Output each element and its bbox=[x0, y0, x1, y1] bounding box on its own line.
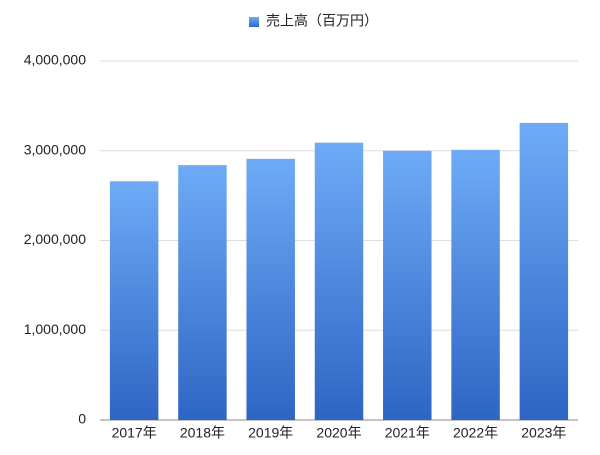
bar bbox=[246, 158, 295, 420]
bar bbox=[383, 150, 432, 420]
y-tick-label: 1,000,000 bbox=[24, 321, 86, 337]
y-tick-label: 0 bbox=[78, 411, 86, 427]
x-tick-label: 2023年 bbox=[521, 425, 566, 441]
x-tick-label: 2022年 bbox=[453, 425, 498, 441]
bar bbox=[314, 142, 364, 421]
bar bbox=[178, 165, 227, 420]
x-tick-label: 2020年 bbox=[316, 425, 361, 441]
bar bbox=[451, 149, 500, 421]
x-tick-label: 2019年 bbox=[248, 425, 293, 441]
x-tick-label: 2021年 bbox=[385, 425, 430, 441]
bar bbox=[519, 122, 569, 421]
legend-label: 売上高（百万円） bbox=[266, 13, 378, 29]
x-tick-label: 2017年 bbox=[112, 425, 157, 441]
bar bbox=[109, 181, 159, 420]
x-tick-label: 2018年 bbox=[180, 425, 225, 441]
y-tick-label: 2,000,000 bbox=[24, 231, 86, 247]
y-tick-label: 4,000,000 bbox=[24, 52, 86, 68]
y-tick-label: 3,000,000 bbox=[24, 141, 86, 157]
legend-marker bbox=[249, 17, 259, 27]
